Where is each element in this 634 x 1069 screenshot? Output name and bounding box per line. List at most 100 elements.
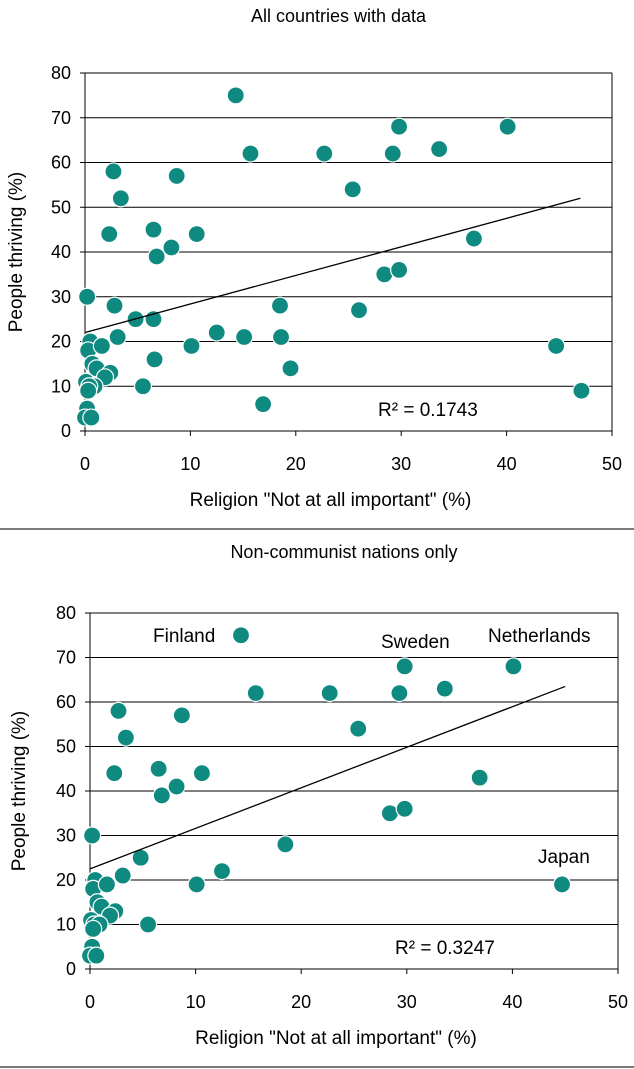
chart1-data-point: [78, 287, 97, 306]
chart1-data-point: [207, 323, 226, 342]
chart1-trendline: [84, 197, 581, 334]
chart1-x-tick-label: 20: [286, 454, 306, 474]
chart1-data-point: [162, 238, 181, 257]
chart1-x-tick-label: 30: [391, 454, 411, 474]
chart2-y-tick-label: 80: [56, 603, 76, 623]
chart1-y-tick-label: 70: [51, 108, 71, 128]
chart2-data-point: [172, 706, 191, 725]
chart-panel-non-communist: Non-communist nations only 0 10 20 30 40 50 60 7…: [0, 530, 634, 1069]
chart2-data-point: [390, 684, 409, 703]
chart2-data-point: [87, 946, 106, 965]
chart1-data-point: [104, 162, 123, 181]
chart1-data-point: [133, 377, 153, 396]
chart1-y-tick-label: 30: [51, 287, 71, 307]
chart2-y-tick-label: 70: [56, 648, 76, 668]
chart1-data-point: [182, 336, 201, 356]
chart1-y-tick-label: 50: [51, 197, 71, 217]
chart2-data-point: [435, 679, 454, 698]
chart1-data-point: [100, 225, 119, 244]
chart2-x-tick-label: 0: [85, 992, 95, 1012]
chart1-data-point: [349, 301, 369, 320]
chart2-x-tick-label: 20: [291, 992, 311, 1012]
chart1-data-point: [343, 180, 362, 199]
chart1-data-point: [389, 260, 409, 279]
chart2-data-point: [276, 835, 295, 854]
chart1-data-point: [235, 327, 254, 347]
chart2-data-point: [83, 826, 102, 845]
chart2-data-point: [149, 759, 168, 778]
chart2-data-point: [187, 875, 206, 894]
chart1-data-point: [187, 225, 206, 244]
chart2-data-point: [105, 764, 124, 783]
chart1-data-point: [315, 144, 334, 163]
chart1-y-tick-label: 0: [61, 421, 71, 441]
scatter-chart-non-communist: Non-communist nations only 0 10 20 30 40 50 60 7…: [9, 542, 628, 1049]
chart2-data-point: [504, 657, 523, 676]
chart1-data-point: [271, 327, 291, 347]
chart1-x-tick-label: 0: [80, 454, 90, 474]
chart1-data-point: [226, 86, 245, 105]
chart-panel-all-countries: All countries with data 0 10 20 30 40 50 60 70 80…: [0, 0, 634, 530]
chart1-data-point: [79, 381, 98, 400]
chart1-r-squared-annotation: R² = 0.1743: [378, 400, 478, 421]
chart1-data-point: [144, 310, 163, 329]
chart2-y-tick-label: 20: [56, 870, 76, 890]
chart2-data-point: [84, 919, 103, 939]
bottom-divider: [0, 1066, 634, 1068]
chart1-data-point: [498, 117, 517, 136]
chart2-x-tick-label: 10: [186, 992, 206, 1012]
chart2-data-point: [212, 862, 232, 881]
chart1-data-point: [464, 229, 484, 248]
chart2-data-point: [395, 799, 414, 818]
chart1-title: All countries with data: [251, 6, 427, 26]
chart1-data-point: [108, 327, 127, 347]
chart2-y-tick-label: 60: [56, 692, 76, 712]
chart2-title: Non-communist nations only: [230, 542, 457, 562]
chart1-data-point: [144, 220, 163, 239]
chart2-point-label: Japan: [538, 847, 590, 868]
chart2-y-tick-label: 40: [56, 781, 76, 801]
chart2-data-point: [113, 866, 132, 885]
chart1-y-tick-label: 80: [51, 63, 71, 83]
chart1-data-point: [111, 189, 130, 208]
chart2-point-label: Finland: [153, 626, 215, 647]
chart1-data-point: [145, 350, 164, 369]
chart1-y-tick-label: 10: [51, 376, 71, 396]
chart2-data-point: [552, 875, 572, 894]
chart2-y-tick-label: 0: [66, 959, 76, 979]
chart1-data-point: [547, 336, 566, 356]
chart1-data-point: [383, 144, 402, 163]
chart1-data-point: [147, 247, 166, 266]
chart2-point-label: Sweden: [381, 632, 450, 653]
chart2-y-axis-title: People thriving (%): [9, 711, 30, 872]
chart2-data-point: [97, 875, 116, 894]
chart2-data-point: [138, 915, 158, 934]
chart1-data-point: [92, 336, 111, 356]
panel-divider: [0, 528, 634, 530]
chart1-data-point: [241, 144, 260, 163]
chart1-x-tick-label: 40: [497, 454, 517, 474]
chart2-data-point: [109, 701, 128, 720]
chart1-y-tick-label: 40: [51, 242, 71, 262]
chart1-data-point: [254, 395, 273, 414]
chart1-y-axis-title: People thriving (%): [6, 172, 27, 333]
chart2-y-tick-label: 10: [56, 915, 76, 935]
chart2-trendline: [89, 685, 566, 870]
chart1-data-point: [281, 359, 300, 378]
chart2-data-point: [349, 719, 368, 738]
chart2-y-tick-label: 50: [56, 737, 76, 757]
chart2-x-axis-title: Religion "Not at all important" (%): [195, 1028, 477, 1049]
chart2-data-point: [470, 768, 489, 787]
chart1-data-point: [82, 408, 101, 427]
chart1-data-point: [167, 166, 186, 186]
chart2-data-point: [320, 684, 339, 703]
chart2-data-point: [116, 728, 136, 747]
chart2-x-tick-label: 30: [397, 992, 417, 1012]
chart2-data-point: [192, 764, 212, 783]
chart2-data-point: [395, 657, 414, 676]
chart2-x-tick-label: 50: [608, 992, 628, 1012]
chart2-data-point: [167, 777, 186, 796]
chart1-data-point: [572, 381, 591, 400]
chart1-data-point: [105, 296, 124, 315]
chart2-x-tick-label: 40: [502, 992, 522, 1012]
